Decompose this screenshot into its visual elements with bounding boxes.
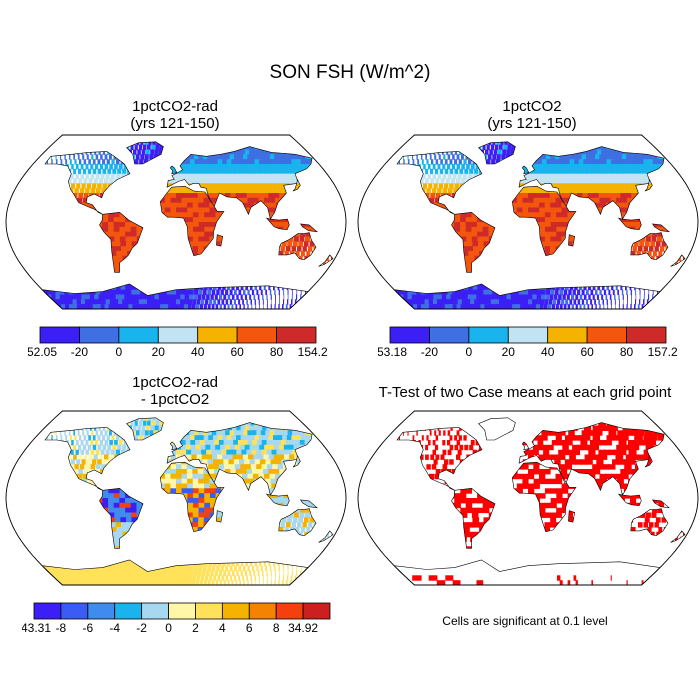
colorbar-swatch bbox=[61, 603, 88, 619]
significance-note: Cells are significant at 0.1 level bbox=[365, 614, 685, 628]
colorbar-tick-label: 40 bbox=[191, 345, 205, 359]
colorbar-panel-1: -52.05 -20 0 20 40 60 80 154.22 bbox=[28, 326, 328, 362]
colorbar-swatch bbox=[587, 327, 626, 343]
colorbar-tick-label: 60 bbox=[230, 345, 244, 359]
colorbar-swatch bbox=[119, 327, 158, 343]
colorbar-swatch bbox=[276, 603, 303, 619]
colorbar-swatch bbox=[169, 603, 196, 619]
colorbar-swatch bbox=[79, 327, 118, 343]
map-panel-1 bbox=[3, 132, 349, 312]
panel-1-title-line1: 1pctCO2-rad bbox=[15, 98, 335, 115]
map-panel-4 bbox=[355, 408, 700, 588]
colorbar-tick-label: 154.22 bbox=[298, 345, 328, 359]
map-panel-3 bbox=[3, 408, 349, 588]
colorbar-tick-label: 6 bbox=[246, 621, 253, 635]
colorbar-tick-label: 80 bbox=[270, 345, 284, 359]
colorbar-tick-label: -6 bbox=[82, 621, 93, 635]
colorbar-swatch bbox=[390, 327, 429, 343]
colorbar-swatch bbox=[34, 603, 61, 619]
panel-3-title-line1: 1pctCO2-rad bbox=[15, 374, 335, 391]
colorbar-swatch bbox=[627, 327, 666, 343]
colorbar-tick-label: 0 bbox=[165, 621, 172, 635]
panel-1-title-line2: (yrs 121-150) bbox=[15, 115, 335, 132]
panel-1-title: 1pctCO2-rad (yrs 121-150) bbox=[15, 98, 335, 132]
colorbar-tick-label: 20 bbox=[502, 345, 516, 359]
colorbar-swatch bbox=[469, 327, 508, 343]
colorbar-tick-label: -4 bbox=[109, 621, 120, 635]
colorbar-tick-label: 4 bbox=[219, 621, 226, 635]
colorbar-swatch bbox=[249, 603, 276, 619]
colorbar-swatch bbox=[88, 603, 115, 619]
colorbar-tick-label: 0 bbox=[466, 345, 473, 359]
colorbar-tick-label: 20 bbox=[152, 345, 166, 359]
colorbar-tick-label: -20 bbox=[421, 345, 439, 359]
colorbar-swatch bbox=[195, 603, 222, 619]
panel-4-title-line1: T-Test of two Case means at each grid po… bbox=[365, 384, 685, 401]
colorbar-tick-label: 0 bbox=[116, 345, 123, 359]
colorbar-swatch bbox=[303, 603, 330, 619]
colorbar-panel-3: -43.31 -8 -6 -4 -2 0 2 4 6 8 34.92 bbox=[22, 602, 342, 638]
colorbar-swatch bbox=[222, 603, 249, 619]
colorbar-tick-label: -52.05 bbox=[28, 345, 57, 359]
colorbar-swatch bbox=[142, 603, 169, 619]
colorbar-swatch bbox=[237, 327, 276, 343]
colorbar-tick-label: -20 bbox=[71, 345, 89, 359]
map-panel-2 bbox=[355, 132, 700, 312]
colorbar-tick-label: -43.31 bbox=[22, 621, 51, 635]
colorbar-panel-2: -53.18 -20 0 20 40 60 80 157.29 bbox=[378, 326, 678, 362]
colorbar-tick-label: 2 bbox=[192, 621, 199, 635]
colorbar-tick-label: -53.18 bbox=[378, 345, 407, 359]
colorbar-swatch bbox=[508, 327, 547, 343]
colorbar-swatch bbox=[158, 327, 197, 343]
colorbar-swatch bbox=[115, 603, 142, 619]
colorbar-swatch bbox=[277, 327, 316, 343]
figure-title: SON FSH (W/m^2) bbox=[0, 62, 700, 84]
colorbar-tick-label: -8 bbox=[56, 621, 67, 635]
colorbar-tick-label: 40 bbox=[541, 345, 555, 359]
colorbar-tick-label: 80 bbox=[620, 345, 634, 359]
panel-3-title: 1pctCO2-rad - 1pctCO2 bbox=[15, 374, 335, 408]
panel-2-title-line1: 1pctCO2 bbox=[372, 98, 692, 115]
colorbar-tick-label: -2 bbox=[136, 621, 147, 635]
panel-4-title: T-Test of two Case means at each grid po… bbox=[365, 384, 685, 401]
colorbar-tick-label: 8 bbox=[273, 621, 280, 635]
colorbar-swatch bbox=[429, 327, 468, 343]
panel-2-title: 1pctCO2 (yrs 121-150) bbox=[372, 98, 692, 132]
panel-3-title-line2: - 1pctCO2 bbox=[15, 391, 335, 408]
colorbar-swatch bbox=[198, 327, 237, 343]
colorbar-swatch bbox=[40, 327, 79, 343]
colorbar-tick-label: 60 bbox=[580, 345, 594, 359]
colorbar-tick-label: 34.92 bbox=[288, 621, 318, 635]
colorbar-tick-label: 157.29 bbox=[648, 345, 678, 359]
colorbar-swatch bbox=[548, 327, 587, 343]
panel-2-title-line2: (yrs 121-150) bbox=[372, 115, 692, 132]
